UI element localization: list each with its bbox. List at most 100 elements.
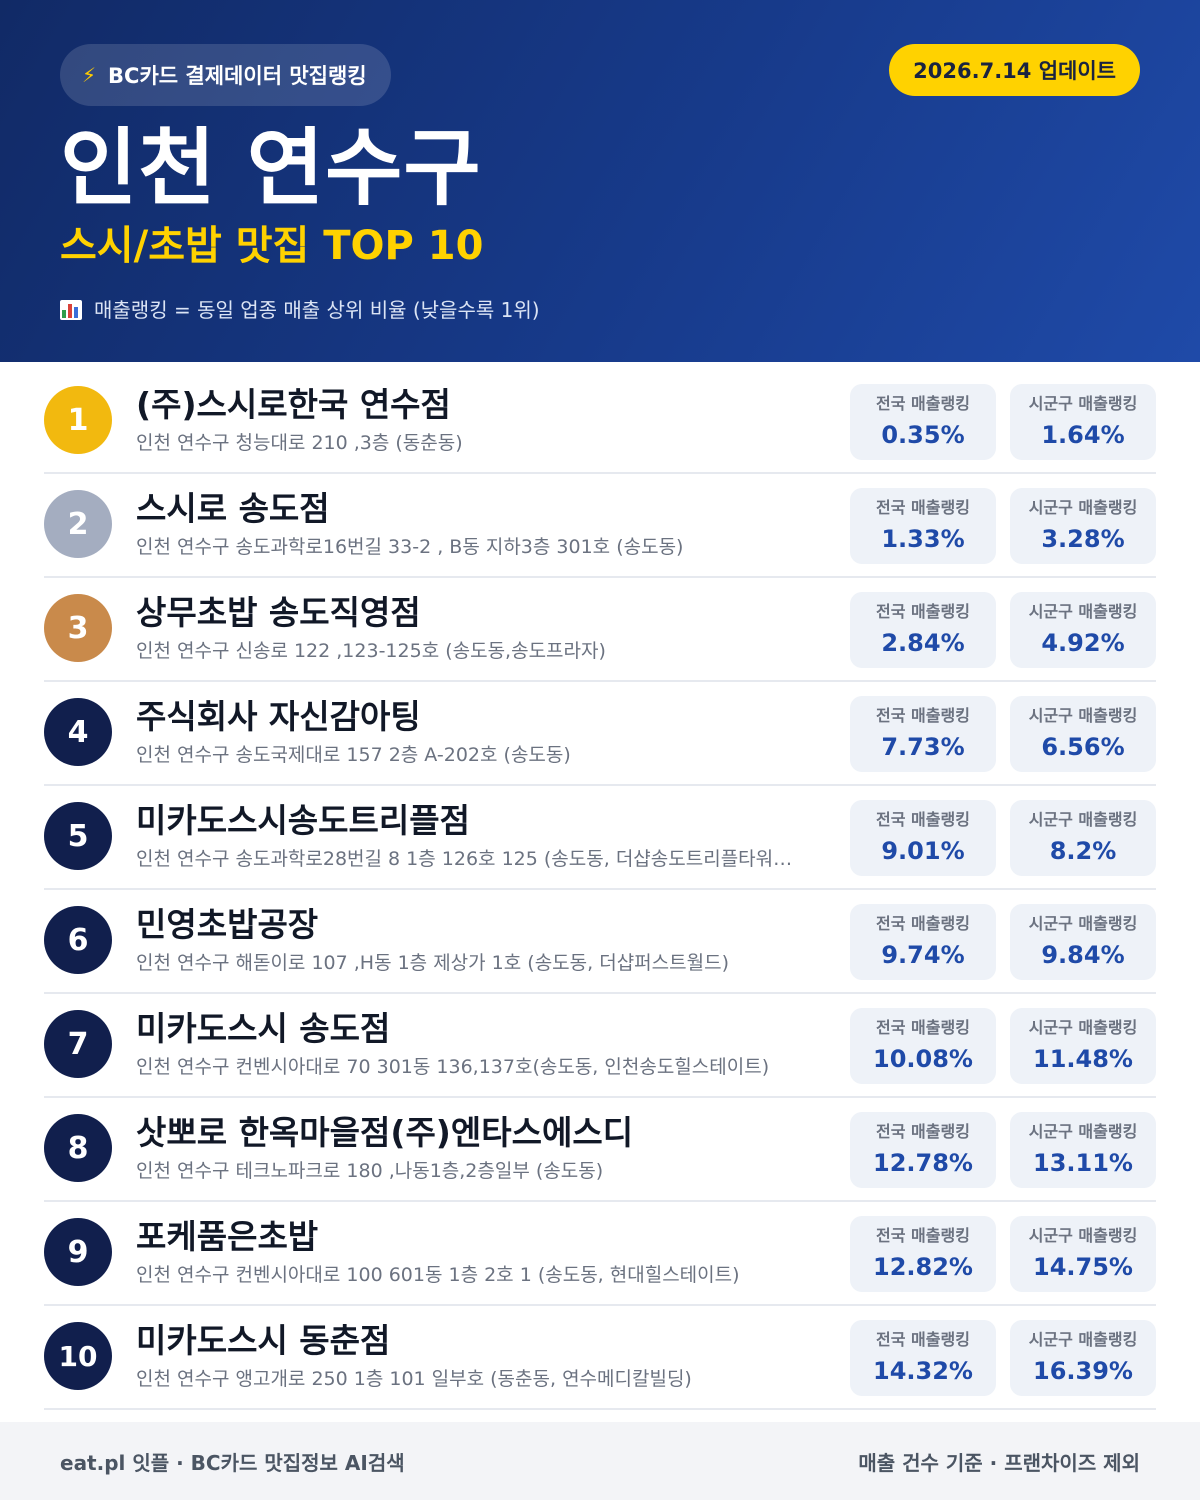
restaurant-address: 인천 연수구 신송로 122 ,123-125호 (송도동,송도프라자) bbox=[136, 640, 606, 662]
rank-badge: 2 bbox=[44, 490, 112, 558]
local-ranking-label: 시군구 매출랭킹 bbox=[1028, 602, 1138, 621]
national-ranking-card: 전국 매출랭킹 9.74% bbox=[850, 904, 996, 980]
footer-criteria: 매출 건수 기준 · 프랜차이즈 제외 bbox=[858, 1450, 1140, 1475]
update-badge: 2026.7.14 업데이트 bbox=[889, 44, 1140, 96]
list-item[interactable]: 3 상무초밥 송도직영점 인천 연수구 신송로 122 ,123-125호 (송… bbox=[44, 578, 1156, 682]
local-ranking-card: 시군구 매출랭킹 3.28% bbox=[1010, 488, 1156, 564]
national-ranking-value: 12.78% bbox=[873, 1149, 973, 1177]
national-ranking-card: 전국 매출랭킹 12.82% bbox=[850, 1216, 996, 1292]
local-ranking-card: 시군구 매출랭킹 6.56% bbox=[1010, 696, 1156, 772]
national-ranking-value: 14.32% bbox=[873, 1357, 973, 1385]
restaurant-address: 인천 연수구 컨벤시아대로 70 301동 136,137호(송도동, 인천송도… bbox=[136, 1056, 770, 1078]
local-ranking-label: 시군구 매출랭킹 bbox=[1028, 1330, 1138, 1349]
national-ranking-card: 전국 매출랭킹 10.08% bbox=[850, 1008, 996, 1084]
national-ranking-value: 12.82% bbox=[873, 1253, 973, 1281]
local-ranking-card: 시군구 매출랭킹 4.92% bbox=[1010, 592, 1156, 668]
local-ranking-value: 6.56% bbox=[1041, 733, 1125, 761]
restaurant-address: 인천 연수구 컨벤시아대로 100 601동 1층 2호 1 (송도동, 현대힐… bbox=[136, 1264, 740, 1286]
local-ranking-value: 8.2% bbox=[1049, 837, 1117, 865]
local-ranking-label: 시군구 매출랭킹 bbox=[1028, 1122, 1138, 1141]
list-item[interactable]: 1 (주)스시로한국 연수점 인천 연수구 청능대로 210 ,3층 (동춘동)… bbox=[44, 370, 1156, 474]
national-ranking-label: 전국 매출랭킹 bbox=[876, 1330, 970, 1349]
national-ranking-card: 전국 매출랭킹 14.32% bbox=[850, 1320, 996, 1396]
national-ranking-value: 10.08% bbox=[873, 1045, 973, 1073]
restaurant-address: 인천 연수구 앵고개로 250 1층 101 일부호 (동춘동, 연수메디칼빌딩… bbox=[136, 1368, 692, 1390]
rank-badge: 8 bbox=[44, 1114, 112, 1182]
restaurant-address: 인천 연수구 해돋이로 107 ,H동 1층 제상가 1호 (송도동, 더샵퍼스… bbox=[136, 952, 729, 974]
local-ranking-value: 1.64% bbox=[1041, 421, 1125, 449]
list-item[interactable]: 6 민영초밥공장 인천 연수구 해돋이로 107 ,H동 1층 제상가 1호 (… bbox=[44, 890, 1156, 994]
restaurant-name: 미카도스시 송도점 bbox=[136, 1009, 391, 1048]
local-ranking-value: 3.28% bbox=[1041, 525, 1125, 553]
ranking-list: 1 (주)스시로한국 연수점 인천 연수구 청능대로 210 ,3층 (동춘동)… bbox=[44, 370, 1156, 1410]
source-badge-label: BC카드 결제데이터 맛집랭킹 bbox=[108, 64, 367, 88]
rank-badge: 7 bbox=[44, 1010, 112, 1078]
local-ranking-value: 14.75% bbox=[1033, 1253, 1133, 1281]
list-item[interactable]: 2 스시로 송도점 인천 연수구 송도과학로16번길 33-2 , B동 지하3… bbox=[44, 474, 1156, 578]
page-title: 인천 연수구 bbox=[60, 119, 482, 217]
local-ranking-value: 13.11% bbox=[1033, 1149, 1133, 1177]
local-ranking-card: 시군구 매출랭킹 14.75% bbox=[1010, 1216, 1156, 1292]
local-ranking-label: 시군구 매출랭킹 bbox=[1028, 706, 1138, 725]
source-badge: ⚡ BC카드 결제데이터 맛집랭킹 bbox=[60, 44, 391, 106]
rank-badge: 1 bbox=[44, 386, 112, 454]
restaurant-address: 인천 연수구 송도과학로28번길 8 1층 126호 125 (송도동, 더샵송… bbox=[136, 848, 793, 870]
local-ranking-label: 시군구 매출랭킹 bbox=[1028, 1018, 1138, 1037]
list-item[interactable]: 4 주식회사 자신감아팅 인천 연수구 송도국제대로 157 2층 A-202호… bbox=[44, 682, 1156, 786]
restaurant-name: 미카도스시송도트리플점 bbox=[136, 801, 470, 840]
national-ranking-value: 0.35% bbox=[881, 421, 965, 449]
lightning-icon: ⚡ bbox=[82, 63, 97, 87]
list-item[interactable]: 7 미카도스시 송도점 인천 연수구 컨벤시아대로 70 301동 136,13… bbox=[44, 994, 1156, 1098]
local-ranking-card: 시군구 매출랭킹 1.64% bbox=[1010, 384, 1156, 460]
ranking-note-text: 매출랭킹 = 동일 업종 매출 상위 비율 (낮을수록 1위) bbox=[94, 298, 540, 322]
restaurant-address: 인천 연수구 청능대로 210 ,3층 (동춘동) bbox=[136, 432, 463, 454]
restaurant-address: 인천 연수구 테크노파크로 180 ,나동1층,2층일부 (송도동) bbox=[136, 1160, 604, 1182]
local-ranking-label: 시군구 매출랭킹 bbox=[1028, 914, 1138, 933]
restaurant-name: 상무초밥 송도직영점 bbox=[136, 593, 421, 632]
national-ranking-label: 전국 매출랭킹 bbox=[876, 1226, 970, 1245]
restaurant-name: 민영초밥공장 bbox=[136, 905, 319, 944]
footer: eat.pl 잇플 · BC카드 맛집정보 AI검색 매출 건수 기준 · 프랜… bbox=[0, 1422, 1200, 1500]
local-ranking-value: 4.92% bbox=[1041, 629, 1125, 657]
national-ranking-card: 전국 매출랭킹 9.01% bbox=[850, 800, 996, 876]
list-item[interactable]: 10 미카도스시 동춘점 인천 연수구 앵고개로 250 1층 101 일부호 … bbox=[44, 1306, 1156, 1410]
national-ranking-label: 전국 매출랭킹 bbox=[876, 498, 970, 517]
national-ranking-label: 전국 매출랭킹 bbox=[876, 1018, 970, 1037]
national-ranking-card: 전국 매출랭킹 12.78% bbox=[850, 1112, 996, 1188]
restaurant-name: 스시로 송도점 bbox=[136, 489, 330, 528]
local-ranking-card: 시군구 매출랭킹 8.2% bbox=[1010, 800, 1156, 876]
local-ranking-card: 시군구 매출랭킹 9.84% bbox=[1010, 904, 1156, 980]
national-ranking-value: 7.73% bbox=[881, 733, 965, 761]
national-ranking-card: 전국 매출랭킹 7.73% bbox=[850, 696, 996, 772]
rank-badge: 6 bbox=[44, 906, 112, 974]
rank-badge: 3 bbox=[44, 594, 112, 662]
local-ranking-label: 시군구 매출랭킹 bbox=[1028, 810, 1138, 829]
local-ranking-value: 9.84% bbox=[1041, 941, 1125, 969]
ranking-note: 매출랭킹 = 동일 업종 매출 상위 비율 (낮을수록 1위) bbox=[60, 294, 540, 326]
rank-badge: 4 bbox=[44, 698, 112, 766]
list-item[interactable]: 9 포케품은초밥 인천 연수구 컨벤시아대로 100 601동 1층 2호 1 … bbox=[44, 1202, 1156, 1306]
local-ranking-value: 16.39% bbox=[1033, 1357, 1133, 1385]
national-ranking-card: 전국 매출랭킹 2.84% bbox=[850, 592, 996, 668]
rank-badge: 5 bbox=[44, 802, 112, 870]
list-item[interactable]: 8 삿뽀로 한옥마을점(주)엔타스에스디 인천 연수구 테크노파크로 180 ,… bbox=[44, 1098, 1156, 1202]
national-ranking-card: 전국 매출랭킹 1.33% bbox=[850, 488, 996, 564]
restaurant-name: 삿뽀로 한옥마을점(주)엔타스에스디 bbox=[136, 1113, 634, 1152]
restaurant-name: (주)스시로한국 연수점 bbox=[136, 385, 451, 424]
national-ranking-label: 전국 매출랭킹 bbox=[876, 602, 970, 621]
page-subtitle: 스시/초밥 맛집 TOP 10 bbox=[60, 223, 484, 269]
national-ranking-card: 전국 매출랭킹 0.35% bbox=[850, 384, 996, 460]
national-ranking-label: 전국 매출랭킹 bbox=[876, 810, 970, 829]
national-ranking-value: 9.01% bbox=[881, 837, 965, 865]
list-item[interactable]: 5 미카도스시송도트리플점 인천 연수구 송도과학로28번길 8 1층 126호… bbox=[44, 786, 1156, 890]
national-ranking-value: 9.74% bbox=[881, 941, 965, 969]
local-ranking-card: 시군구 매출랭킹 11.48% bbox=[1010, 1008, 1156, 1084]
header-banner: ⚡ BC카드 결제데이터 맛집랭킹 2026.7.14 업데이트 인천 연수구 … bbox=[0, 0, 1200, 362]
national-ranking-value: 2.84% bbox=[881, 629, 965, 657]
restaurant-name: 포케품은초밥 bbox=[136, 1217, 319, 1256]
local-ranking-label: 시군구 매출랭킹 bbox=[1028, 394, 1138, 413]
local-ranking-card: 시군구 매출랭킹 13.11% bbox=[1010, 1112, 1156, 1188]
footer-brand: eat.pl 잇플 · BC카드 맛집정보 AI검색 bbox=[60, 1450, 405, 1475]
local-ranking-card: 시군구 매출랭킹 16.39% bbox=[1010, 1320, 1156, 1396]
restaurant-name: 미카도스시 동춘점 bbox=[136, 1321, 391, 1360]
